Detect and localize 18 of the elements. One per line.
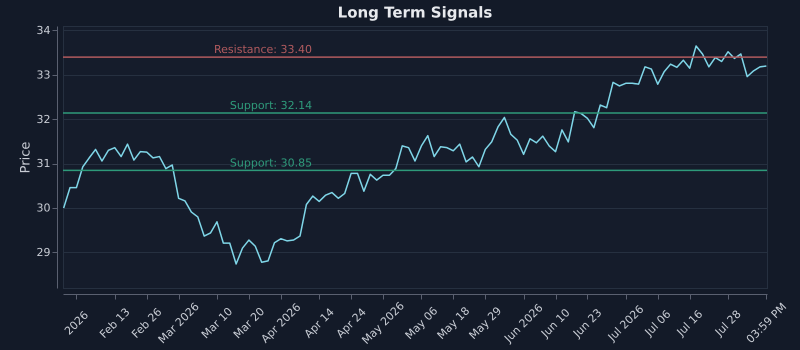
x-tick-label: Jul 16: [674, 308, 706, 340]
y-tick-label: 32: [36, 112, 50, 126]
chart-title: Long Term Signals: [338, 3, 492, 22]
ref-line-label: Support: 30.85: [230, 156, 312, 170]
x-tick-label: Jun 23: [570, 306, 604, 341]
x-tick-label: Apr 14: [302, 306, 337, 341]
x-tick-label: Feb 13: [97, 305, 133, 341]
y-tick-label: 33: [36, 68, 50, 82]
y-tick-label: 30: [36, 202, 50, 215]
y-tick-label: 34: [36, 24, 50, 37]
y-tick-label: 31: [36, 157, 50, 170]
y-tick-label: 29: [36, 246, 50, 259]
x-tick-label: Jul 06: [642, 308, 674, 340]
y-axis-title: Price: [18, 142, 34, 174]
line-series: [62, 45, 768, 265]
x-tick-label: Jul 28: [712, 308, 744, 340]
ref-line-label: Support: 32.14: [230, 99, 312, 112]
ref-line-label: Resistance: 33.40: [214, 43, 312, 56]
